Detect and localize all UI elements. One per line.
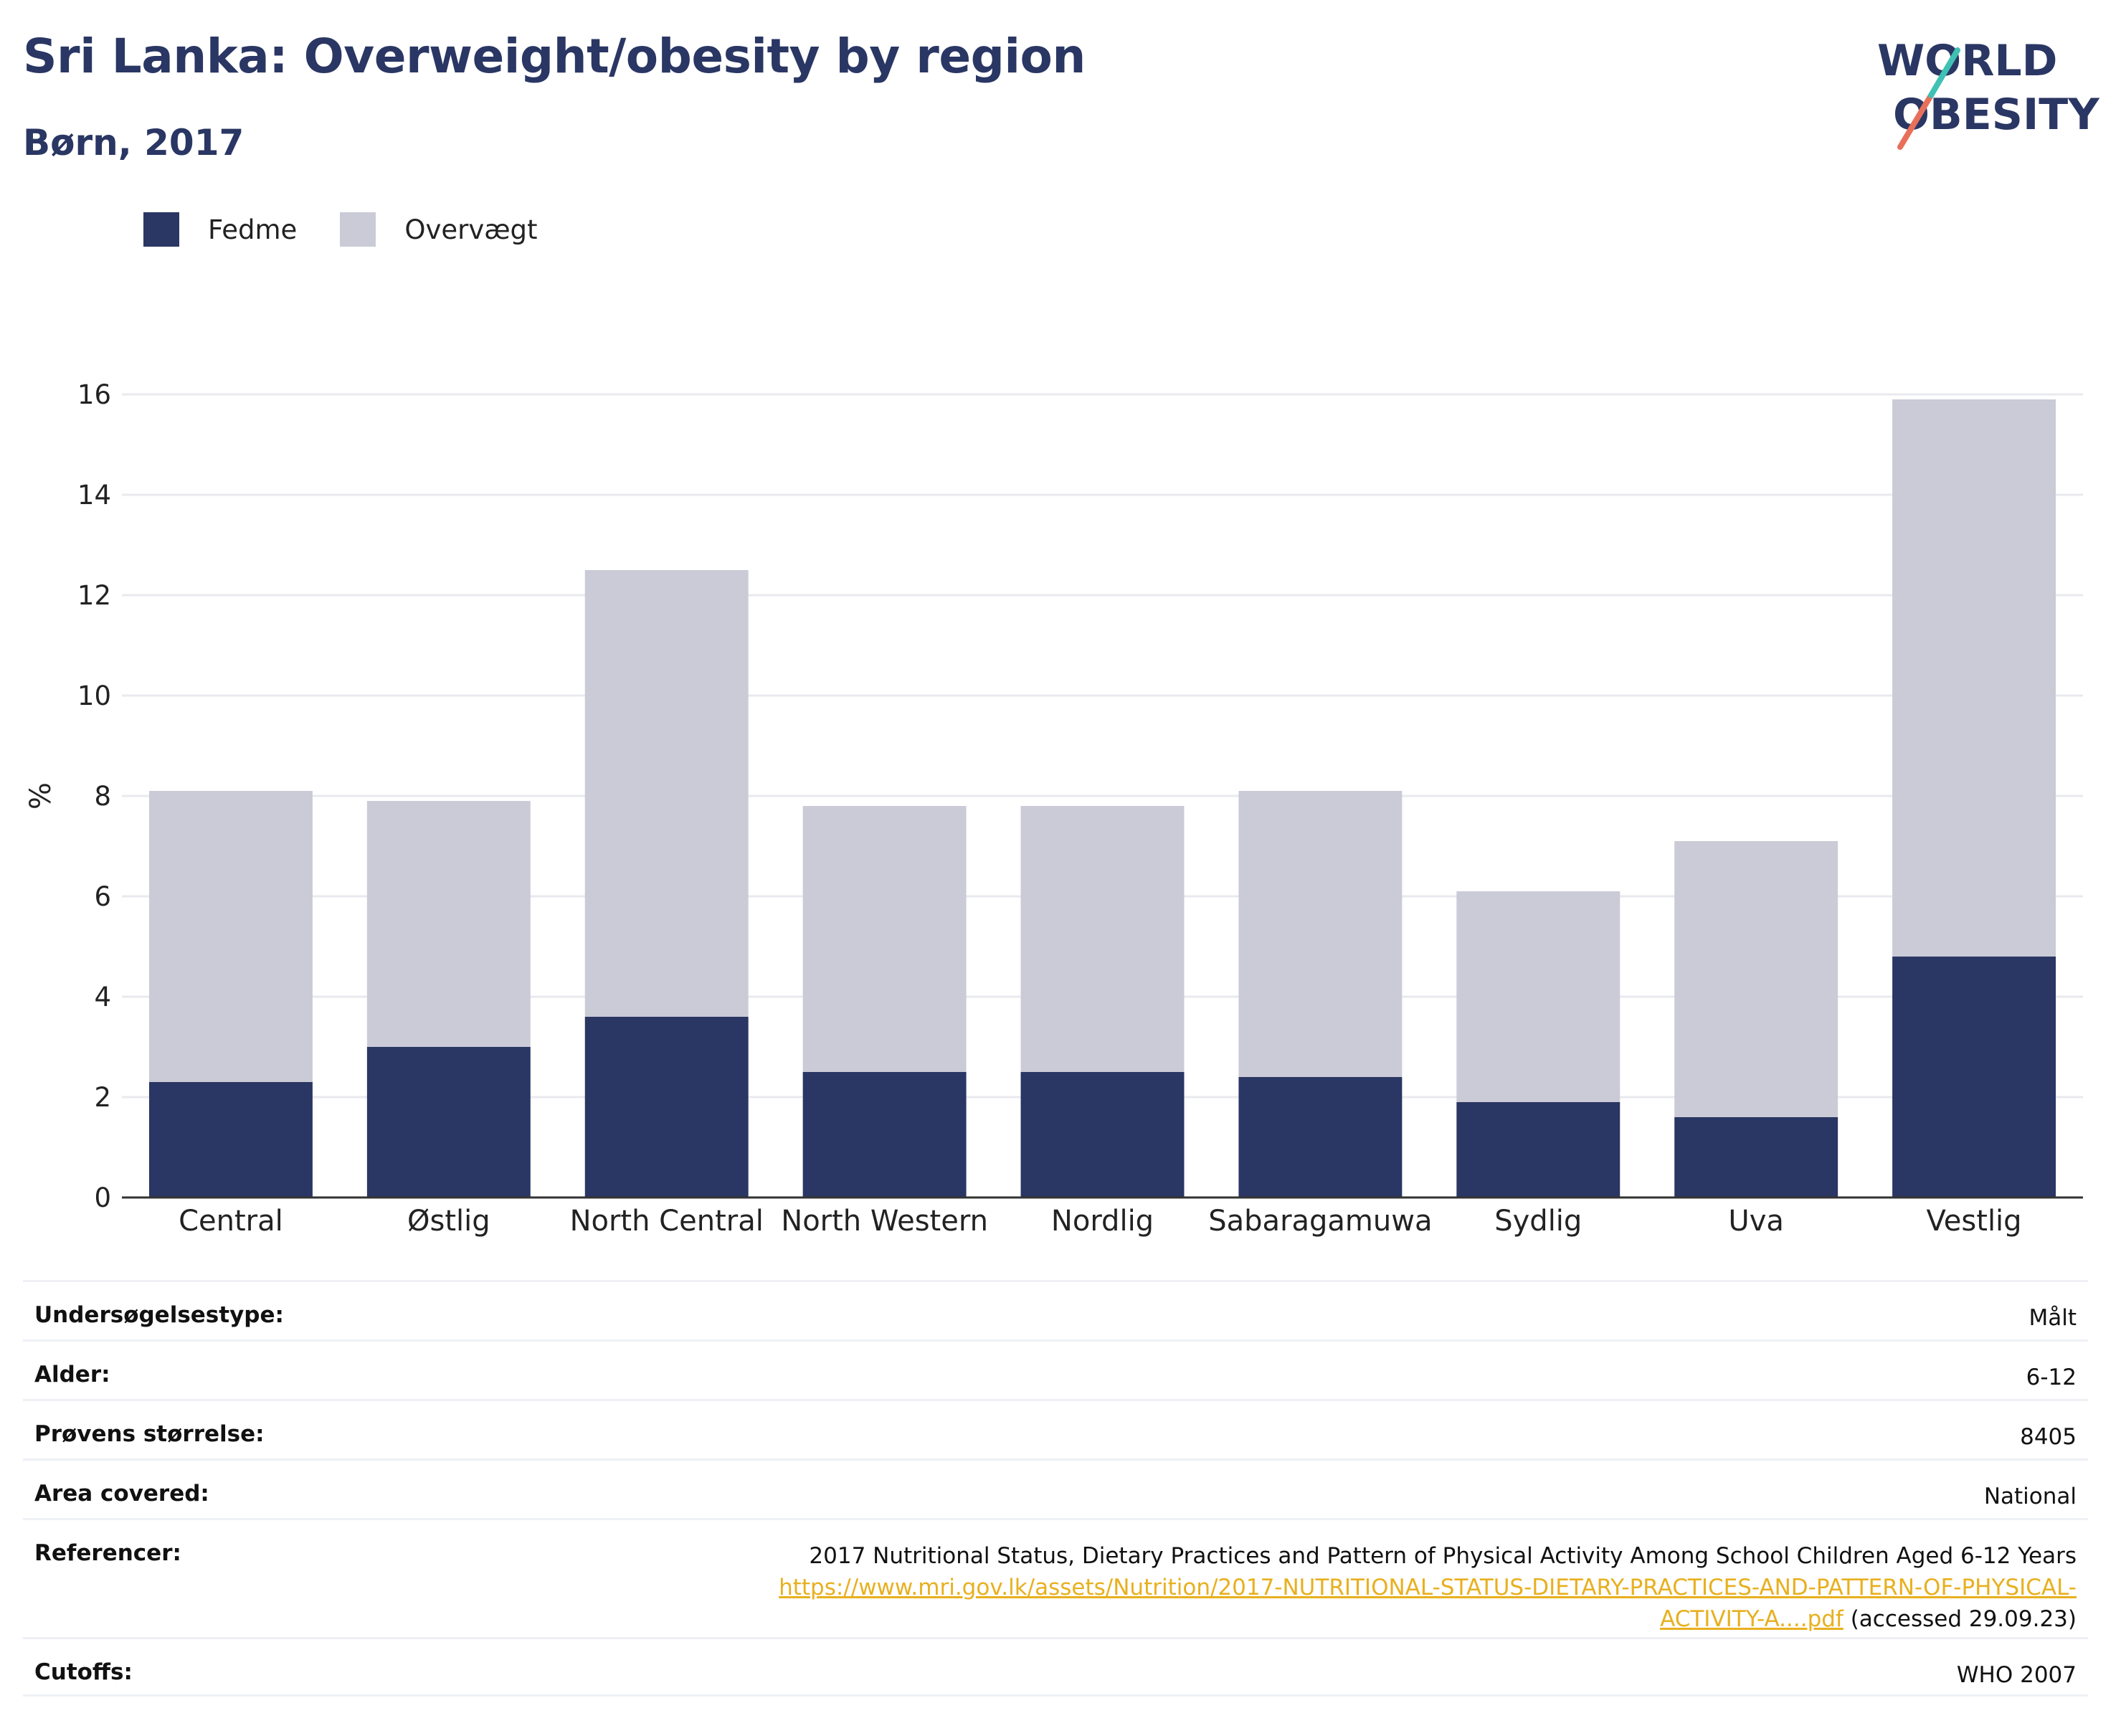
bar-fedme	[1674, 1117, 1838, 1197]
legend-label-overvaegt: Overvægt	[404, 214, 538, 245]
y-tick-label: 10	[77, 680, 111, 711]
meta-row-survey-type: Undersøgelsestype: Målt	[23, 1280, 2088, 1339]
bar-overvaegt	[1020, 806, 1185, 1072]
meta-row-area: Area covered: National	[23, 1458, 2088, 1518]
meta-label: Cutoffs:	[34, 1659, 133, 1685]
reference-text: 2017 Nutritional Status, Dietary Practic…	[809, 1543, 2077, 1569]
legend-swatch-overvaegt	[340, 212, 376, 247]
bar-fedme	[366, 1047, 531, 1197]
bar-overvaegt	[802, 806, 967, 1072]
meta-label: Undersøgelsestype:	[34, 1302, 284, 1328]
y-tick-label: 6	[94, 881, 111, 912]
bar-fedme	[1238, 1077, 1403, 1197]
x-tick-label: North Western	[781, 1205, 988, 1238]
meta-row-references: Referencer: 2017 Nutritional Status, Die…	[23, 1518, 2088, 1637]
chart-subtitle: Børn, 2017	[23, 122, 245, 163]
y-tick-label: 8	[94, 781, 111, 812]
meta-value: Målt	[2029, 1305, 2077, 1331]
bar-fedme	[1892, 957, 2056, 1197]
x-tick-label: Uva	[1728, 1205, 1783, 1238]
bar-fedme	[148, 1082, 313, 1197]
meta-value: National	[1983, 1484, 2077, 1509]
reference-accessed: (accessed 29.09.23)	[1843, 1606, 2077, 1632]
y-tick-label: 16	[77, 379, 111, 410]
y-tick-label: 12	[77, 580, 111, 611]
meta-label: Alder:	[34, 1362, 110, 1388]
meta-value-references: 2017 Nutritional Status, Dietary Practic…	[779, 1540, 2077, 1635]
meta-value: WHO 2007	[1956, 1662, 2077, 1688]
bar-overvaegt	[584, 570, 749, 1017]
bar-fedme	[1456, 1102, 1621, 1197]
metadata-table: Undersøgelsestype: Målt Alder: 6-12 Prøv…	[23, 1280, 2088, 1697]
x-tick-label: Sabaragamuwa	[1208, 1205, 1432, 1238]
world-obesity-logo: WORLD OBESITY	[1877, 36, 2100, 150]
x-tick-label: North Central	[570, 1205, 764, 1238]
bar-overvaegt	[1674, 841, 1838, 1117]
meta-value: 6-12	[2026, 1365, 2077, 1390]
meta-label: Area covered:	[34, 1481, 209, 1507]
legend-label-fedme: Fedme	[208, 214, 298, 245]
meta-row-cutoffs: Cutoffs: WHO 2007	[23, 1637, 2088, 1697]
y-tick-label: 14	[77, 480, 111, 511]
bar-fedme	[802, 1072, 967, 1197]
svg-text:OBESITY: OBESITY	[1893, 90, 2100, 140]
bar-overvaegt	[148, 791, 313, 1082]
meta-label: Prøvens størrelse:	[34, 1421, 265, 1447]
x-tick-label: Vestlig	[1927, 1205, 2022, 1238]
x-tick-label: Nordlig	[1051, 1205, 1154, 1238]
x-tick-label: Sydlig	[1494, 1205, 1582, 1238]
x-tick-label: Østlig	[407, 1205, 490, 1238]
meta-row-sample-size: Prøvens størrelse: 8405	[23, 1399, 2088, 1458]
meta-row-age: Alder: 6-12	[23, 1339, 2088, 1399]
reference-link-continued[interactable]: ACTIVITY-A....pdf	[1660, 1606, 1844, 1632]
bar-overvaegt	[1892, 399, 2056, 957]
meta-label: Referencer:	[34, 1540, 181, 1566]
bar-overvaegt	[1238, 791, 1403, 1077]
bar-overvaegt	[366, 801, 531, 1047]
y-axis-title: %	[24, 782, 57, 810]
bar-fedme	[584, 1017, 749, 1197]
svg-text:WORLD: WORLD	[1877, 36, 2057, 86]
legend-swatch-fedme	[143, 212, 179, 247]
y-tick-label: 2	[94, 1082, 111, 1113]
bar-overvaegt	[1456, 891, 1621, 1102]
bar-fedme	[1020, 1072, 1185, 1197]
y-tick-label: 4	[94, 982, 111, 1012]
chart-legend: Fedme Overvægt	[143, 212, 581, 247]
chart-title: Sri Lanka: Overweight/obesity by region	[23, 29, 1086, 84]
x-tick-label: Central	[179, 1205, 283, 1238]
meta-value: 8405	[2020, 1424, 2077, 1450]
reference-link[interactable]: https://www.mri.gov.lk/assets/Nutrition/…	[779, 1575, 2077, 1600]
stacked-bar-chart: 0 2 4 6 8 10 12 14 16% Central Østlig North Central…	[24, 379, 2083, 1238]
y-tick-label: 0	[94, 1182, 111, 1213]
